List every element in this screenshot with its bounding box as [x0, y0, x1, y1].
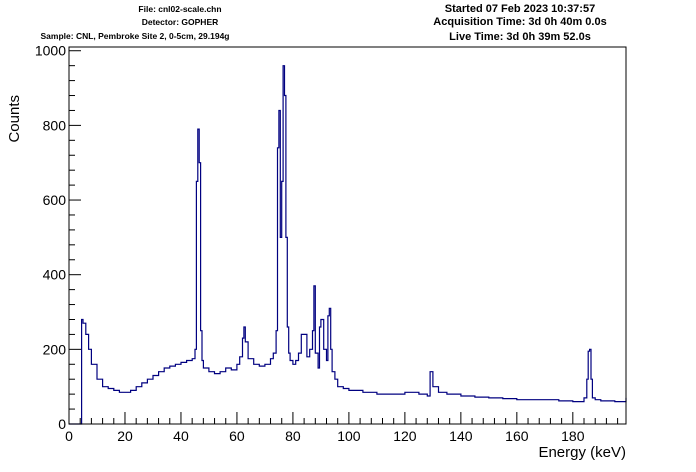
y-tick-label: 800	[43, 117, 67, 133]
started-label: Started 07 Feb 2023 10:37:57	[444, 3, 596, 15]
detector-label: Detector: GOPHER	[141, 17, 219, 27]
x-tick-label: 120	[393, 428, 417, 444]
y-tick-label: 600	[43, 192, 67, 208]
acquisition-time-label: Acquisition Time: 3d 0h 40m 0.0s	[433, 16, 607, 28]
y-tick-label: 1000	[35, 43, 66, 59]
x-tick-label: 80	[285, 428, 301, 444]
x-tick-label: 160	[505, 428, 529, 444]
x-tick-label: 100	[337, 428, 361, 444]
spectrum-histogram-line	[69, 65, 627, 425]
y-tick-label: 200	[43, 341, 67, 357]
x-axis-title: Energy (keV)	[538, 444, 626, 461]
x-tick-label: 140	[449, 428, 473, 444]
y-axis-title: Counts	[6, 95, 23, 143]
file-label: File: cnl02-scale.chn	[138, 4, 222, 14]
live-time-label: Live Time: 3d 0h 39m 52.0s	[449, 31, 591, 43]
sample-label: Sample: CNL, Pembroke Site 2, 0-5cm, 29.…	[40, 31, 230, 41]
x-tick-label: 20	[117, 428, 133, 444]
x-tick-label: 60	[229, 428, 245, 444]
y-tick-label: 0	[58, 416, 66, 432]
x-tick-label: 0	[65, 428, 73, 444]
axis-tick-labels: 0 20 40 60 80 100 120 140 160 180 0 200 400 600 800 100…	[35, 43, 585, 444]
plot-frame	[68, 46, 627, 425]
x-tick-label: 40	[173, 428, 189, 444]
axis-ticks	[68, 50, 619, 425]
x-tick-label: 180	[561, 428, 585, 444]
y-tick-label: 400	[43, 267, 67, 283]
